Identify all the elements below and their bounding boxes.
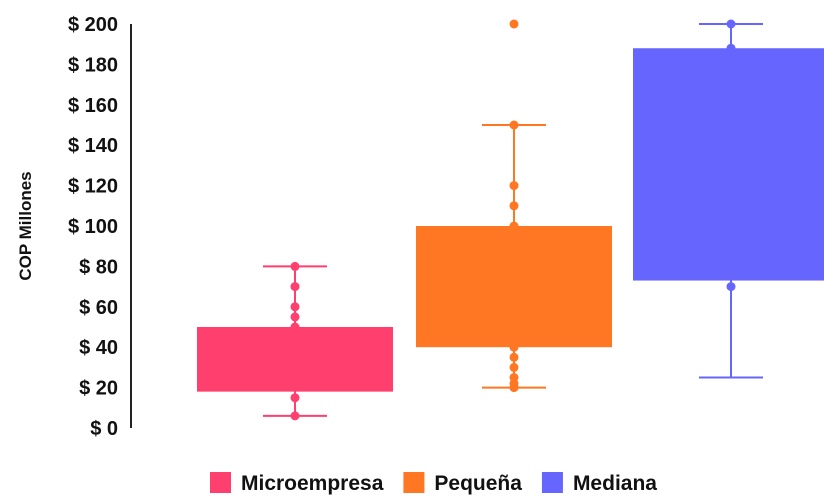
data-point bbox=[290, 261, 300, 271]
box-group bbox=[633, 19, 824, 379]
y-axis: $ 0 $ 20 $ 40 $ 60 $ 80 $ 100 $ 120 $ 140 $ 160 $… bbox=[16, 14, 132, 440]
data-point bbox=[290, 322, 300, 332]
y-tick-label: $ 200 bbox=[68, 14, 118, 36]
legend-swatch bbox=[210, 472, 231, 493]
data-point bbox=[290, 282, 300, 292]
data-point bbox=[726, 43, 736, 53]
data-point bbox=[290, 312, 300, 322]
y-tick-labels: $ 0 $ 20 $ 40 $ 60 $ 80 $ 100 $ 120 $ 140 $ 160 $… bbox=[68, 14, 118, 440]
data-point bbox=[509, 201, 519, 211]
box-group bbox=[416, 19, 612, 393]
data-point bbox=[290, 302, 300, 312]
data-point bbox=[509, 19, 519, 29]
legend-item: Pequeña bbox=[403, 472, 522, 495]
y-axis-title: COP Millones bbox=[16, 171, 35, 280]
data-point bbox=[509, 373, 519, 382]
legend-swatch bbox=[403, 472, 425, 493]
data-point bbox=[290, 393, 300, 403]
legend-label: Microempresa bbox=[241, 472, 384, 495]
data-point bbox=[509, 342, 519, 352]
y-tick-label: $ 180 bbox=[68, 54, 118, 76]
box-iqr bbox=[633, 48, 824, 281]
legend-swatch bbox=[541, 472, 563, 493]
box-iqr bbox=[197, 327, 393, 392]
legend-label: Pequeña bbox=[434, 472, 522, 495]
box-group bbox=[197, 261, 393, 421]
legend-item: Microempresa bbox=[210, 472, 384, 495]
data-point bbox=[509, 120, 519, 130]
data-point bbox=[509, 221, 519, 231]
legend-item: Mediana bbox=[541, 472, 657, 495]
legend-label: Mediana bbox=[573, 472, 657, 495]
plot-area bbox=[197, 19, 824, 421]
y-tick-label: $ 120 bbox=[68, 176, 118, 198]
data-point bbox=[509, 181, 519, 191]
box-iqr bbox=[416, 226, 612, 348]
y-tick-label: $ 100 bbox=[68, 216, 118, 238]
y-tick-label: $ 160 bbox=[68, 95, 118, 117]
y-tick-label: $ 80 bbox=[79, 256, 118, 278]
legend: Microempresa Pequeña Mediana bbox=[210, 472, 657, 495]
data-point bbox=[509, 362, 519, 372]
data-point bbox=[726, 282, 736, 292]
y-tick-label: $ 0 bbox=[90, 418, 118, 440]
y-tick-label: $ 140 bbox=[68, 135, 118, 157]
data-point bbox=[290, 411, 300, 421]
data-point bbox=[509, 352, 519, 362]
data-point bbox=[726, 19, 736, 29]
y-tick-label: $ 60 bbox=[79, 297, 118, 319]
y-tick-label: $ 40 bbox=[79, 337, 118, 359]
y-tick-label: $ 20 bbox=[79, 378, 118, 400]
